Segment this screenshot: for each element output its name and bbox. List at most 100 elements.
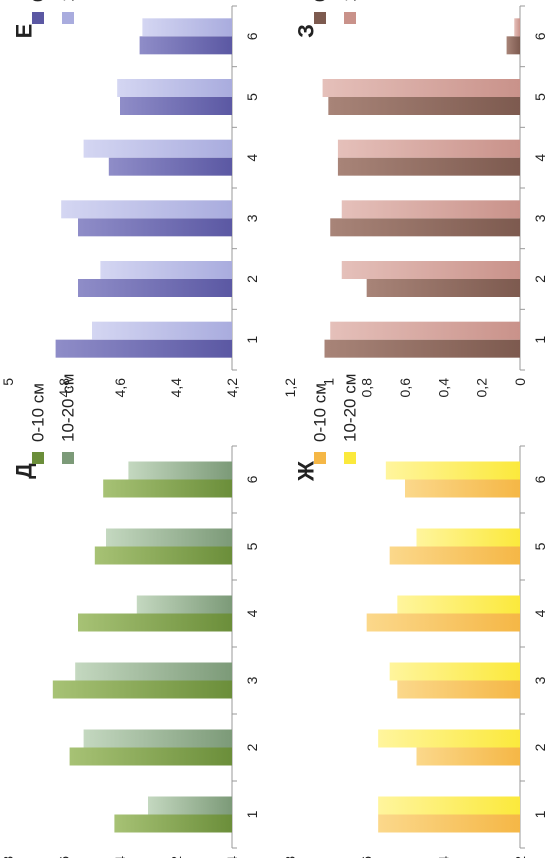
bar-series1-cat4 — [337, 157, 520, 176]
bar-series1-cat1 — [114, 814, 232, 833]
category-label: 5 — [532, 542, 548, 550]
category-label: 3 — [244, 214, 260, 222]
bar-series2-cat5 — [117, 79, 232, 97]
value-tick-label: 5 — [0, 378, 16, 386]
bar-series2-cat4 — [136, 595, 232, 614]
bar-series2-cat4 — [397, 595, 520, 614]
bar-series1-cat3 — [330, 218, 520, 237]
value-tick-label: 4,2 — [224, 378, 240, 398]
bar-series2-cat6 — [128, 461, 232, 480]
value-tick-label: 4,4 — [168, 378, 184, 398]
bar-series1-cat5 — [94, 546, 232, 565]
legend-swatch — [32, 12, 44, 24]
bar-series1-cat2 — [366, 279, 520, 297]
bar-series2-cat4 — [83, 139, 232, 158]
value-tick-label: 1,2 — [282, 378, 298, 398]
category-label: 3 — [532, 676, 548, 684]
category-label: 4 — [532, 609, 548, 617]
bar-series2-cat3 — [61, 200, 233, 219]
bar-series1-cat5 — [120, 97, 232, 115]
value-tick-label: 0,8 — [359, 378, 375, 398]
bar-series2-cat6 — [514, 18, 520, 37]
bar-series1-cat6 — [405, 479, 520, 498]
legend-label: 0-10 см — [311, 383, 330, 442]
bar-series1-cat3 — [78, 218, 232, 237]
bar-series1-cat4 — [78, 613, 232, 632]
legend-swatch — [344, 12, 356, 24]
category-label: 6 — [244, 475, 260, 483]
panel-label: Д — [12, 463, 37, 479]
chart-panel-2: 1 2 3 4 5 6 4,2 4,4 4,6 4,8 5 Е 0-10 см 10-20 см — [0, 0, 260, 397]
bar-series2-cat1 — [92, 321, 232, 340]
bar-series1-cat2 — [416, 747, 520, 766]
category-label: 5 — [244, 542, 260, 550]
category-label: 4 — [532, 154, 548, 162]
category-label: 5 — [244, 93, 260, 101]
category-label: 1 — [532, 336, 548, 344]
legend-swatch — [62, 12, 74, 24]
category-label: 2 — [532, 743, 548, 751]
category-label: 1 — [244, 810, 260, 818]
category-label: 6 — [532, 475, 548, 483]
bar-series2-cat1 — [378, 796, 520, 815]
value-tick-label: 1 — [320, 378, 336, 386]
bar-series1-cat3 — [397, 680, 520, 699]
legend-label: 0-10 см — [29, 383, 48, 442]
value-tick-label: 4,6 — [112, 378, 128, 398]
legend-swatch — [344, 452, 356, 464]
bar-series2-cat3 — [341, 200, 520, 219]
bar-series2-cat2 — [100, 261, 233, 279]
value-tick-label: 0,4 — [435, 378, 451, 398]
legend-swatch — [62, 452, 74, 464]
value-tick-label: 0,6 — [397, 378, 413, 398]
value-tick-label: 0 — [512, 378, 528, 386]
bar-series2-cat6 — [385, 461, 520, 480]
bar-series1-cat4 — [108, 157, 232, 176]
category-label: 2 — [532, 275, 548, 283]
bar-series2-cat2 — [83, 729, 232, 748]
bar-series1-cat5 — [389, 546, 520, 565]
legend-swatch — [32, 452, 44, 464]
legend-label: 0-10 см — [311, 0, 330, 2]
category-label: 1 — [532, 810, 548, 818]
bar-series2-cat3 — [389, 662, 520, 681]
category-label: 2 — [244, 275, 260, 283]
bar-series2-cat4 — [337, 139, 520, 158]
chart-panel-4: 1 2 3 4 5 6 0 0,2 0,4 0,6 0,8 1 1,2 З 0-10 см 10-20 см — [282, 0, 548, 397]
value-tick-label: 0,2 — [474, 378, 490, 398]
legend-label: 10-20 см — [59, 0, 78, 2]
bar-series1-cat4 — [366, 613, 520, 632]
category-label: 3 — [532, 214, 548, 222]
legend-swatch — [314, 452, 326, 464]
category-label: 3 — [244, 676, 260, 684]
bar-series2-cat5 — [322, 79, 520, 97]
category-label: 4 — [244, 609, 260, 617]
legend-label: 10-20 см — [59, 374, 78, 442]
bar-series2-cat3 — [75, 662, 232, 681]
legend-label: 10-20 см — [341, 374, 360, 442]
bar-series2-cat2 — [341, 261, 520, 279]
panel-label: Е — [12, 24, 37, 39]
category-label: 2 — [244, 743, 260, 751]
category-label: 4 — [244, 154, 260, 162]
category-label: 1 — [244, 336, 260, 344]
bar-series2-cat2 — [378, 729, 520, 748]
bar-series2-cat5 — [416, 528, 520, 547]
bar-series1-cat1 — [378, 814, 520, 833]
value-tick-label: 4,8 — [56, 378, 72, 398]
legend-label: 10-20 см — [341, 0, 360, 2]
legend-swatch — [314, 12, 326, 24]
bar-series2-cat1 — [330, 321, 520, 340]
bar-series1-cat3 — [52, 680, 232, 699]
bar-series2-cat1 — [148, 796, 232, 815]
bar-series1-cat6 — [103, 479, 232, 498]
bar-series1-cat1 — [324, 339, 520, 358]
category-label: 6 — [244, 32, 260, 40]
bar-series1-cat2 — [69, 747, 232, 766]
bar-series1-cat6 — [139, 36, 232, 55]
bar-series1-cat5 — [328, 97, 520, 115]
